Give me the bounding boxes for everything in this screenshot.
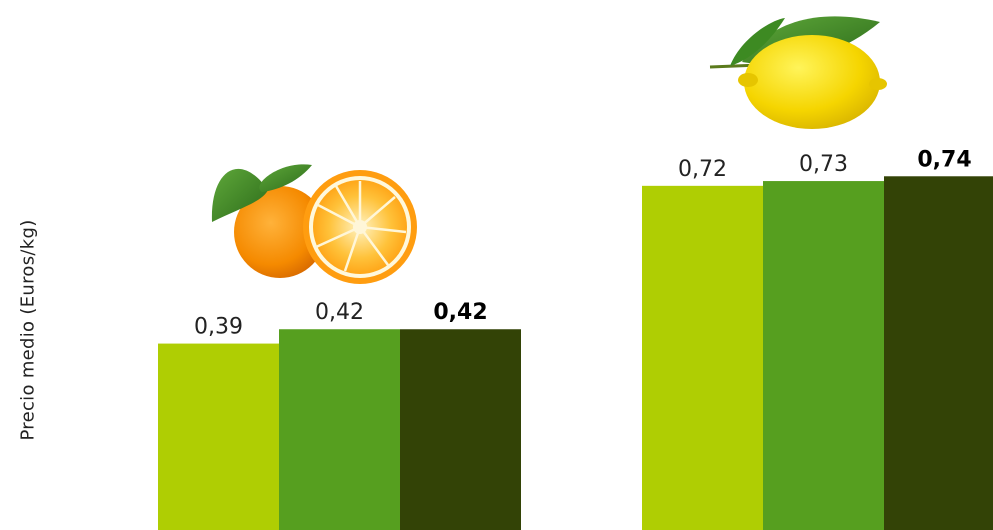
bar-lemon-3 (884, 176, 993, 530)
lemon-fruit-icon (709, 16, 887, 129)
data-label-orange-3: 0,42 (433, 300, 487, 325)
data-label-lemon-1: 0,72 (678, 157, 727, 182)
bar-lemon-2 (763, 181, 884, 530)
data-label-lemon-2: 0,73 (799, 152, 848, 177)
bar-orange-1 (158, 343, 279, 530)
data-label-orange-2: 0,42 (315, 300, 364, 325)
orange-fruit-icon (211, 164, 417, 284)
bar-lemon-1 (642, 185, 763, 530)
bar-orange-3 (400, 329, 521, 530)
bar-orange-2 (279, 329, 400, 530)
data-label-orange-1: 0,39 (194, 315, 243, 340)
data-label-lemon-3: 0,74 (917, 147, 971, 172)
